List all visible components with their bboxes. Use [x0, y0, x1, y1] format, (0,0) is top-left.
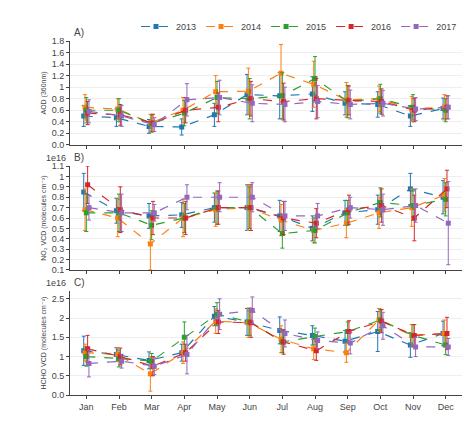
svg-text:1: 1	[59, 352, 64, 362]
svg-text:Jun: Jun	[242, 402, 257, 412]
svg-text:1.5: 1.5	[52, 332, 65, 342]
svg-text:2014: 2014	[241, 22, 261, 32]
svg-text:0.6: 0.6	[52, 105, 65, 115]
svg-text:Mar: Mar	[144, 402, 160, 412]
svg-text:1.8: 1.8	[52, 36, 65, 46]
svg-text:Oct: Oct	[373, 402, 388, 412]
svg-text:0.2: 0.2	[52, 255, 65, 265]
svg-text:Jul: Jul	[277, 402, 289, 412]
svg-text:2016: 2016	[371, 22, 391, 32]
svg-text:2017: 2017	[436, 22, 456, 32]
svg-text:A): A)	[74, 27, 84, 38]
svg-text:1: 1	[59, 172, 64, 182]
svg-text:0.9: 0.9	[52, 182, 65, 192]
svg-text:0.2: 0.2	[52, 128, 65, 138]
svg-text:0.4: 0.4	[52, 117, 65, 127]
svg-text:0.5: 0.5	[52, 371, 65, 381]
svg-text:HCHO VCD (molecules cm⁻²): HCHO VCD (molecules cm⁻²)	[40, 297, 48, 390]
svg-text:1e16: 1e16	[46, 153, 66, 163]
svg-text:0.8: 0.8	[52, 192, 65, 202]
svg-text:2015: 2015	[306, 22, 326, 32]
svg-text:0.4: 0.4	[52, 234, 65, 244]
svg-text:1.4: 1.4	[52, 59, 65, 69]
svg-text:2.5: 2.5	[52, 294, 65, 304]
svg-text:0.7: 0.7	[52, 203, 65, 213]
svg-text:May: May	[208, 402, 226, 412]
svg-text:0.8: 0.8	[52, 94, 65, 104]
svg-text:Dec: Dec	[438, 402, 455, 412]
svg-text:1.6: 1.6	[52, 48, 65, 58]
svg-text:0.3: 0.3	[52, 244, 65, 254]
svg-text:1.1: 1.1	[52, 161, 65, 171]
svg-text:AOD (360nm): AOD (360nm)	[40, 71, 48, 114]
svg-text:Apr: Apr	[177, 402, 191, 412]
svg-text:1.2: 1.2	[52, 71, 65, 81]
svg-text:B): B)	[74, 152, 84, 163]
svg-text:0.6: 0.6	[52, 213, 65, 223]
svg-text:Jan: Jan	[79, 402, 94, 412]
svg-text:Aug: Aug	[307, 402, 323, 412]
svg-text:0.1: 0.1	[52, 265, 65, 275]
svg-text:Feb: Feb	[111, 402, 127, 412]
svg-text:NO₂ VCD (molecules cm⁻²): NO₂ VCD (molecules cm⁻²)	[40, 175, 48, 260]
svg-text:2013: 2013	[176, 22, 196, 32]
svg-text:2: 2	[59, 313, 64, 323]
svg-text:Sep: Sep	[340, 402, 356, 412]
svg-text:Nov: Nov	[405, 402, 422, 412]
svg-text:0.0: 0.0	[52, 390, 65, 400]
svg-text:0.0: 0.0	[52, 140, 65, 150]
svg-text:C): C)	[74, 277, 85, 288]
svg-text:1: 1	[59, 82, 64, 92]
svg-text:0.5: 0.5	[52, 224, 65, 234]
svg-text:1e16: 1e16	[46, 278, 66, 288]
